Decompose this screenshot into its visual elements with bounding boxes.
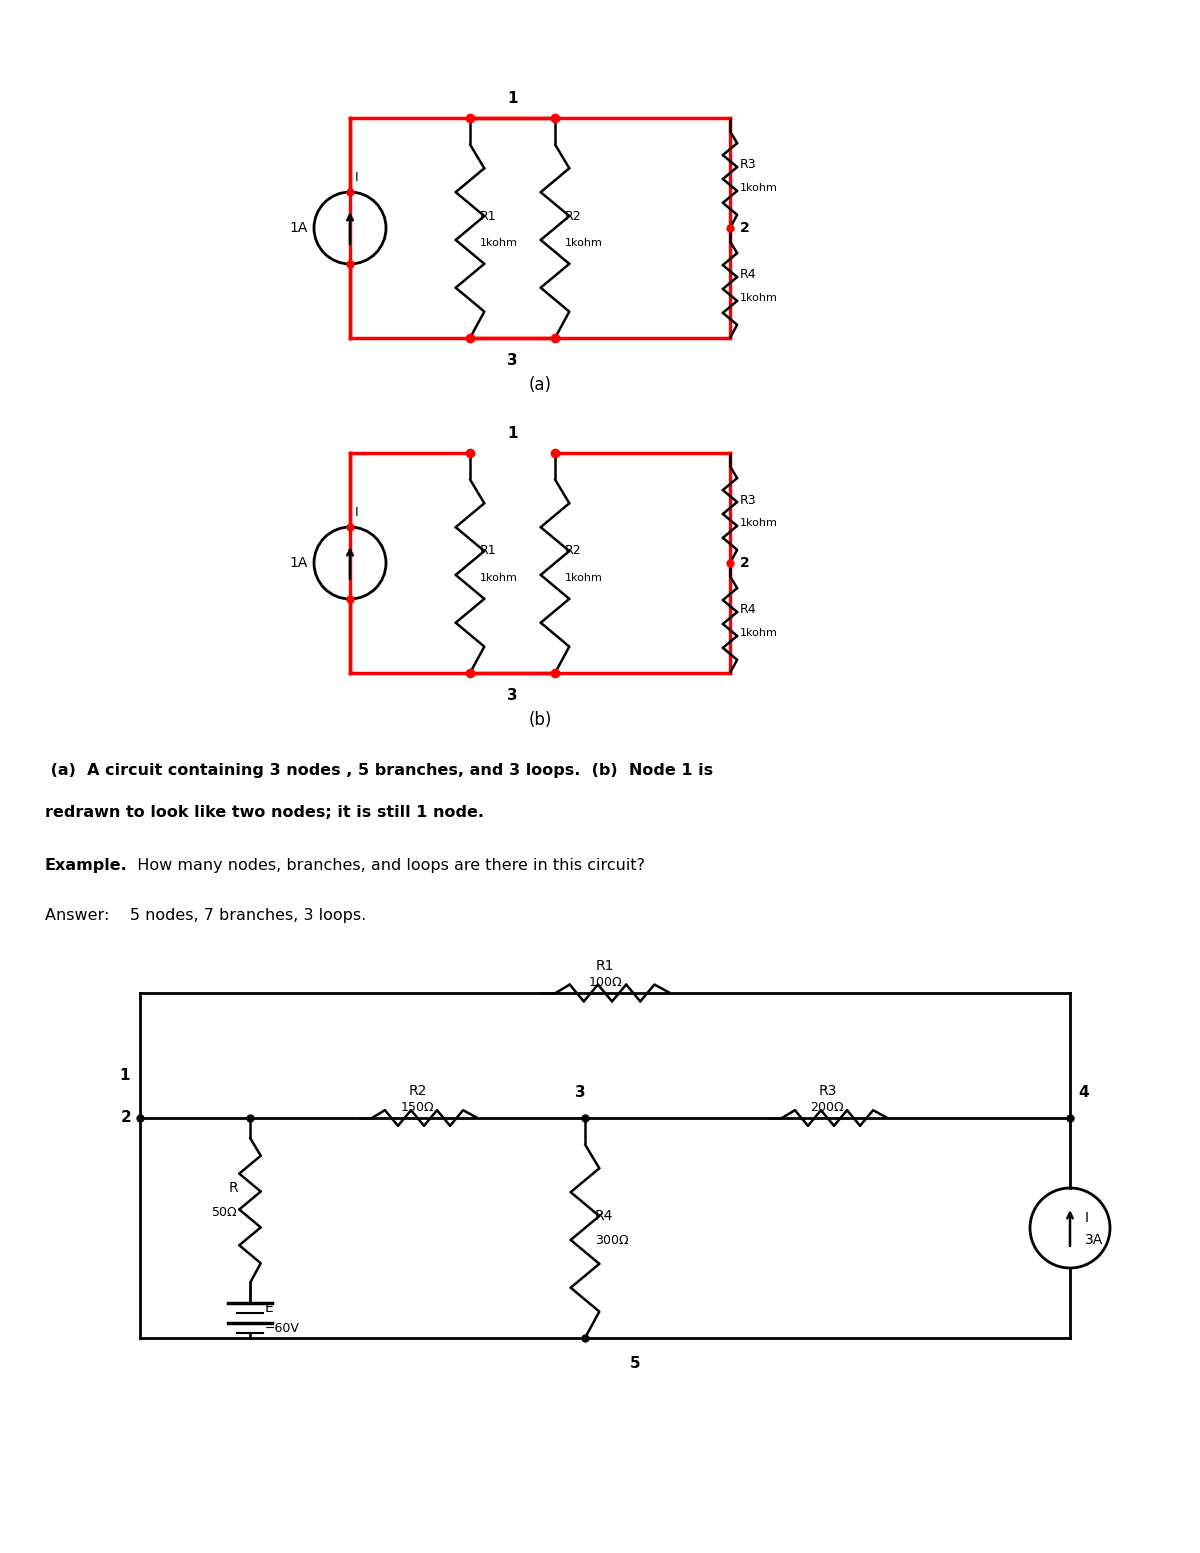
Text: R1: R1 [480,210,497,222]
Text: 1kohm: 1kohm [480,573,518,582]
Text: R3: R3 [818,1084,836,1098]
Text: How many nodes, branches, and loops are there in this circuit?: How many nodes, branches, and loops are … [127,857,646,873]
Text: 200$\Omega$: 200$\Omega$ [810,1101,845,1114]
Text: 3: 3 [508,688,518,704]
Text: 5: 5 [630,1356,641,1371]
Text: 4: 4 [1078,1086,1088,1100]
Text: 1A: 1A [289,556,308,570]
Text: E: E [265,1301,274,1315]
Text: R2: R2 [408,1084,427,1098]
Text: (a)  A circuit containing 3 nodes , 5 branches, and 3 loops.  (b)  Node 1 is: (a) A circuit containing 3 nodes , 5 bra… [46,763,713,778]
Text: 1kohm: 1kohm [740,627,778,638]
Text: −60V: −60V [265,1322,300,1334]
Text: (b): (b) [528,711,552,728]
Text: 1kohm: 1kohm [740,183,778,193]
Text: 3: 3 [508,353,518,368]
Text: R4: R4 [740,269,757,281]
Text: R2: R2 [565,210,582,222]
Text: I: I [355,171,359,183]
Text: R: R [228,1182,238,1196]
Text: 1kohm: 1kohm [480,238,518,248]
Text: I: I [355,506,359,519]
Text: 2: 2 [121,1110,132,1126]
Text: 50$\Omega$: 50$\Omega$ [211,1207,238,1219]
Text: 1kohm: 1kohm [740,519,778,528]
Text: redrawn to look like two nodes; it is still 1 node.: redrawn to look like two nodes; it is st… [46,804,484,820]
Text: 1: 1 [120,1068,130,1082]
Text: R3: R3 [740,494,757,506]
Text: (a): (a) [528,376,552,394]
Text: 1: 1 [508,92,517,106]
Text: 100$\Omega$: 100$\Omega$ [588,975,623,989]
Text: 300$\Omega$: 300$\Omega$ [595,1233,630,1247]
Text: R3: R3 [740,158,757,171]
Text: R1: R1 [595,960,614,974]
Text: 3: 3 [575,1086,586,1100]
Text: 1A: 1A [289,221,308,235]
Text: 1: 1 [508,426,517,441]
Text: Example.: Example. [46,857,127,873]
Text: 150$\Omega$: 150$\Omega$ [400,1101,434,1114]
Text: I: I [1085,1211,1090,1225]
Text: R1: R1 [480,545,497,558]
Text: Answer:    5 nodes, 7 branches, 3 loops.: Answer: 5 nodes, 7 branches, 3 loops. [46,909,366,922]
Text: 1kohm: 1kohm [565,238,602,248]
Text: 3A: 3A [1085,1233,1103,1247]
Text: 2: 2 [740,221,750,235]
Text: 2: 2 [740,556,750,570]
Text: R4: R4 [740,604,757,617]
Text: R4: R4 [595,1208,613,1224]
Text: R2: R2 [565,545,582,558]
Text: 1kohm: 1kohm [740,294,778,303]
Text: 1kohm: 1kohm [565,573,602,582]
